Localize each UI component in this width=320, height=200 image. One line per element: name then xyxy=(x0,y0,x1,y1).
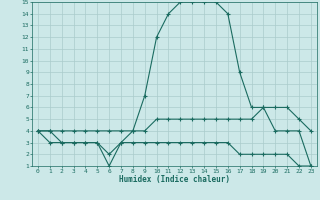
X-axis label: Humidex (Indice chaleur): Humidex (Indice chaleur) xyxy=(119,175,230,184)
